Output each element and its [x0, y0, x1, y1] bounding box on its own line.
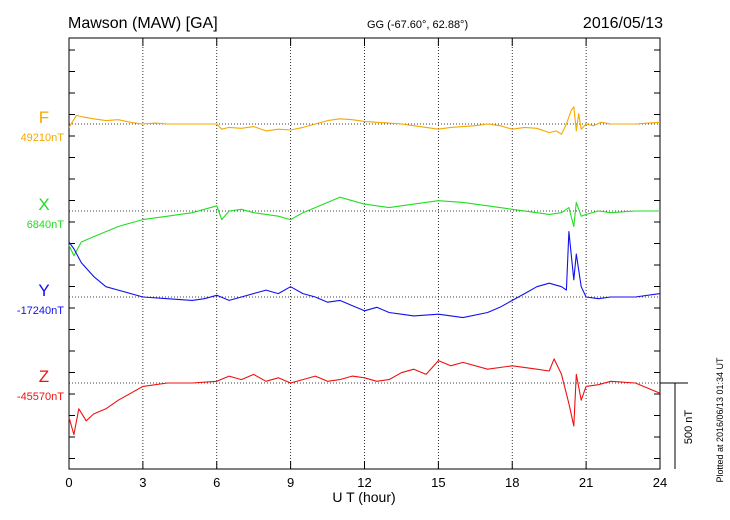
x-axis-label: U T (hour) — [332, 489, 395, 505]
scale-bar-label: 500 nT — [683, 410, 695, 445]
scale-bar: 500 nT — [660, 382, 695, 469]
x-tick-label-18: 18 — [505, 475, 519, 490]
x-tick-label-6: 6 — [213, 475, 220, 490]
baseline-value-Y: -17240nT — [17, 305, 64, 317]
x-axis-ticks: 0 3 6 9 12 15 18 21 24 — [65, 38, 667, 490]
x-tick-label-0: 0 — [65, 475, 72, 490]
series-name-Z: Z — [39, 367, 49, 386]
x-tick-label-9: 9 — [287, 475, 294, 490]
series-name-Y: Y — [38, 281, 49, 300]
baseline-value-X: 6840nT — [27, 219, 65, 231]
chart-date: 2016/05/13 — [583, 15, 663, 32]
trace-F — [68, 106, 661, 135]
series-name-X: X — [38, 195, 49, 214]
geographic-coordinates: GG (-67.60°, 62.88°) — [367, 19, 468, 31]
x-tick-label-3: 3 — [139, 475, 146, 490]
x-tick-label-24: 24 — [653, 475, 667, 490]
baseline-value-Z: -45570nT — [17, 391, 64, 403]
x-tick-label-12: 12 — [357, 475, 371, 490]
chart-title: Mawson (MAW) [GA] — [68, 15, 218, 32]
trace-baselines — [69, 123, 660, 384]
x-tick-label-15: 15 — [431, 475, 445, 490]
series-labels: F 49210nT X 6840nT Y -17240nT Z -45570nT — [17, 108, 64, 403]
x-tick-label-21: 21 — [579, 475, 593, 490]
baseline-value-F: 49210nT — [21, 132, 65, 144]
plotted-timestamp: Plotted at 2016/06/13 01:34 UT — [715, 357, 725, 483]
vertical-gridlines — [142, 38, 587, 469]
data-traces — [68, 106, 661, 436]
trace-Z — [68, 358, 661, 436]
y-axis-ticks — [69, 49, 660, 459]
trace-Y — [68, 231, 661, 319]
trace-X — [68, 196, 660, 257]
series-name-F: F — [39, 108, 49, 127]
